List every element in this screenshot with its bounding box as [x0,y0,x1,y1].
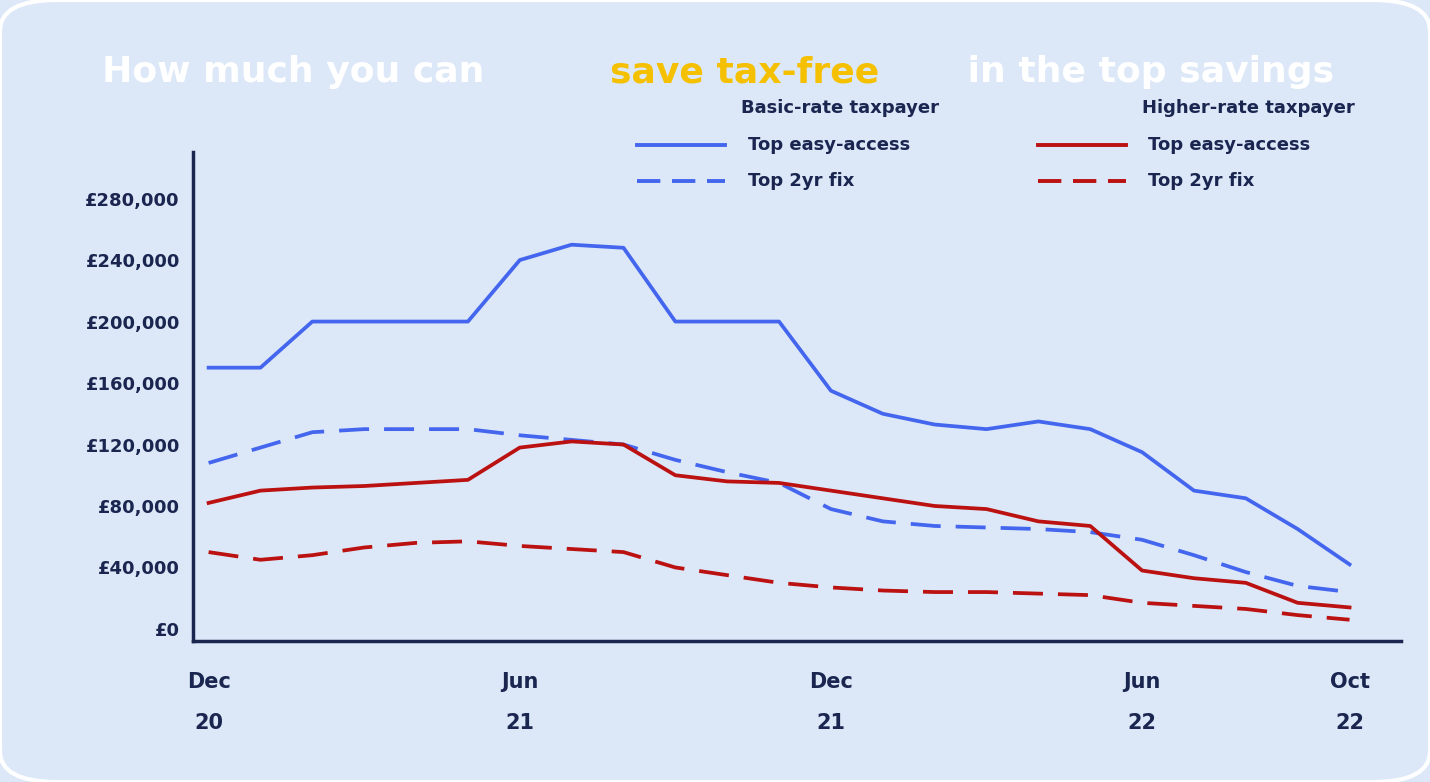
Text: Dec: Dec [187,672,230,692]
Text: 21: 21 [817,713,845,734]
Text: in the top savings: in the top savings [955,56,1334,89]
Text: How much you can: How much you can [102,56,496,89]
Text: 21: 21 [505,713,535,734]
Text: Oct: Oct [1330,672,1370,692]
Text: Top easy-access: Top easy-access [1148,136,1310,154]
Text: Basic-rate taxpayer: Basic-rate taxpayer [741,99,940,117]
Text: save tax-free: save tax-free [609,56,879,89]
Text: Jun: Jun [1124,672,1161,692]
Text: 20: 20 [194,713,223,734]
Text: Jun: Jun [500,672,539,692]
Text: 22: 22 [1336,713,1364,734]
Text: Top easy-access: Top easy-access [748,136,909,154]
Text: Higher-rate taxpayer: Higher-rate taxpayer [1141,99,1354,117]
Text: Dec: Dec [809,672,852,692]
Text: 22: 22 [1128,713,1157,734]
Text: Top 2yr fix: Top 2yr fix [748,172,854,190]
Text: Top 2yr fix: Top 2yr fix [1148,172,1254,190]
